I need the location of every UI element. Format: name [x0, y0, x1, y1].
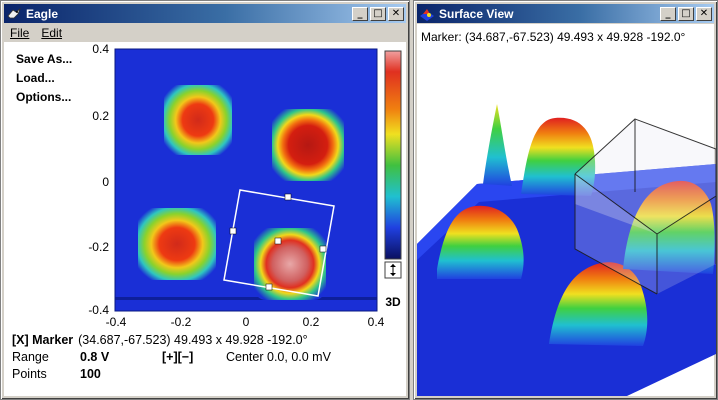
- surface-marker-box[interactable]: [574, 118, 716, 295]
- x-tick-label: -0.2: [171, 315, 192, 329]
- eagle-menubar: File Edit: [4, 24, 406, 42]
- minimize-button[interactable]: _: [660, 6, 676, 21]
- surface-peak: [521, 117, 596, 196]
- x-tick-label: 0.2: [303, 315, 320, 329]
- x-tick-label: 0: [243, 315, 250, 329]
- marker-handle[interactable]: [265, 283, 273, 291]
- marker-rectangle[interactable]: [223, 189, 335, 297]
- load-link[interactable]: Load...: [16, 71, 55, 85]
- marker-handle[interactable]: [284, 193, 292, 201]
- menu-file[interactable]: File: [10, 26, 30, 40]
- status-panel: [X] Marker (34.687,-67.523) 49.493 x 49.…: [12, 332, 410, 383]
- heat-spot: [164, 85, 232, 155]
- points-value: 100: [80, 367, 101, 381]
- eagle-titlebar[interactable]: Eagle _ □ ✕: [4, 4, 406, 23]
- marker-center-handle[interactable]: [274, 237, 282, 245]
- surface-3d-view[interactable]: [417, 24, 716, 396]
- range-value: 0.8 V: [80, 350, 110, 364]
- colorbar: [384, 50, 402, 260]
- eagle-content: Save As... Load... Options...: [4, 42, 406, 396]
- points-label: Points: [12, 367, 47, 381]
- y-tick-label: 0.2: [92, 109, 109, 123]
- heatmap-plot[interactable]: 0.4 0.2 0 -0.2 -0.4 -0.4 -0.2 0 0.2 0.4 …: [4, 42, 408, 332]
- minimize-button[interactable]: _: [352, 6, 368, 21]
- marker-toggle[interactable]: [X] Marker: [12, 333, 74, 347]
- marker-handle[interactable]: [319, 245, 327, 253]
- menu-edit[interactable]: Edit: [41, 26, 63, 40]
- x-tick-label: 0.4: [368, 315, 385, 329]
- surface-peak: [483, 104, 512, 186]
- heat-spot: [254, 228, 326, 300]
- surface-app-icon: [420, 8, 434, 21]
- range-buttons[interactable]: [+][−]: [162, 350, 194, 364]
- surface-title: Surface View: [439, 6, 514, 21]
- heat-spot: [138, 208, 216, 280]
- close-button[interactable]: ✕: [388, 6, 404, 21]
- surface-peak: [549, 262, 648, 346]
- 3d-toggle[interactable]: 3D: [385, 295, 401, 309]
- surface-content: Marker: (34.687,-67.523) 49.493 x 49.928…: [417, 24, 716, 396]
- y-tick-label: 0: [102, 175, 109, 189]
- options-link[interactable]: Options...: [16, 90, 72, 104]
- surface-window: Surface View _ □ ✕ Marker: (34.687,-67.5…: [413, 0, 718, 400]
- colorbar-arrows-button[interactable]: [384, 261, 402, 279]
- eagle-title: Eagle: [26, 6, 59, 21]
- center-text: Center 0.0, 0.0 mV: [226, 350, 331, 364]
- maximize-button[interactable]: □: [678, 6, 694, 21]
- maximize-button[interactable]: □: [370, 6, 386, 21]
- heat-spot: [272, 109, 344, 181]
- range-label: Range: [12, 350, 49, 364]
- eagle-app-icon: [7, 7, 21, 18]
- y-tick-label: 0.4: [92, 42, 109, 56]
- surface-marker-readout: Marker: (34.687,-67.523) 49.493 x 49.928…: [421, 30, 686, 44]
- save-as-link[interactable]: Save As...: [16, 52, 73, 66]
- eagle-window: Eagle _ □ ✕ File Edit Save As... Load...…: [0, 0, 410, 400]
- marker-handle[interactable]: [229, 227, 237, 235]
- side-menu: Save As... Load... Options...: [16, 50, 72, 107]
- x-tick-label: -0.4: [106, 315, 127, 329]
- surface-titlebar[interactable]: Surface View _ □ ✕: [417, 4, 714, 23]
- y-tick-label: -0.2: [88, 240, 109, 254]
- y-tick-label: -0.4: [88, 303, 109, 317]
- marker-value: (34.687,-67.523) 49.493 x 49.928 -192.0°: [78, 333, 308, 347]
- close-button[interactable]: ✕: [696, 6, 712, 21]
- surface-peak: [623, 180, 715, 274]
- surface-peak: [437, 205, 524, 279]
